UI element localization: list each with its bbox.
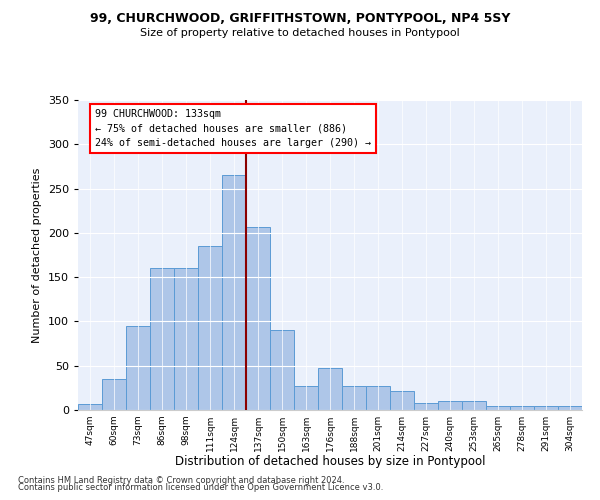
Bar [78, 404, 102, 410]
Bar [558, 406, 582, 410]
Bar [174, 268, 198, 410]
Bar [366, 386, 390, 410]
Bar [390, 390, 414, 410]
Text: Size of property relative to detached houses in Pontypool: Size of property relative to detached ho… [140, 28, 460, 38]
Bar [414, 403, 438, 410]
Bar [510, 406, 534, 410]
Bar [534, 406, 558, 410]
Text: 99 CHURCHWOOD: 133sqm
← 75% of detached houses are smaller (886)
24% of semi-det: 99 CHURCHWOOD: 133sqm ← 75% of detached … [95, 109, 371, 148]
Bar [438, 401, 462, 410]
Text: Contains HM Land Registry data © Crown copyright and database right 2024.: Contains HM Land Registry data © Crown c… [18, 476, 344, 485]
Bar [246, 226, 270, 410]
Bar [198, 246, 222, 410]
Bar [294, 386, 318, 410]
Bar [222, 176, 246, 410]
Bar [486, 406, 510, 410]
Text: Contains public sector information licensed under the Open Government Licence v3: Contains public sector information licen… [18, 484, 383, 492]
Bar [318, 368, 342, 410]
Bar [270, 330, 294, 410]
Bar [150, 268, 174, 410]
Y-axis label: Number of detached properties: Number of detached properties [32, 168, 42, 342]
Text: Distribution of detached houses by size in Pontypool: Distribution of detached houses by size … [175, 455, 485, 468]
Bar [462, 401, 486, 410]
Bar [342, 386, 366, 410]
Bar [126, 326, 150, 410]
Bar [102, 379, 126, 410]
Text: 99, CHURCHWOOD, GRIFFITHSTOWN, PONTYPOOL, NP4 5SY: 99, CHURCHWOOD, GRIFFITHSTOWN, PONTYPOOL… [90, 12, 510, 26]
